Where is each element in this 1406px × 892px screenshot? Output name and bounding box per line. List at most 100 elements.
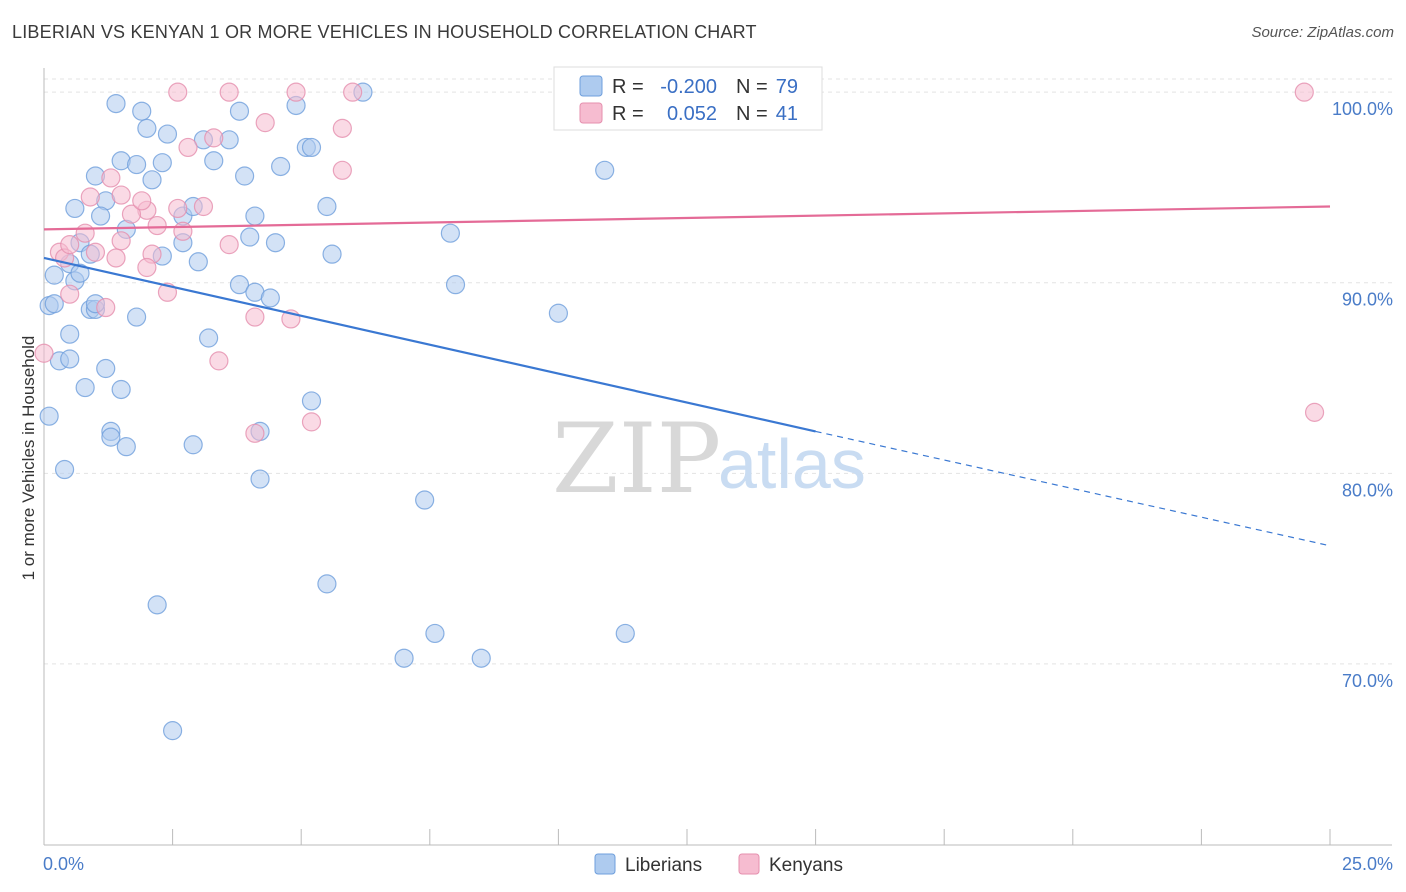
point-liberians-41 xyxy=(260,288,280,308)
point-kenyans-8 xyxy=(204,128,224,148)
point-kenyans-27 xyxy=(137,257,157,278)
point-kenyans-21 xyxy=(111,231,131,251)
point-kenyans-17 xyxy=(121,204,142,224)
point-liberians-15 xyxy=(152,153,172,173)
legend-r-value-1: -0.200 xyxy=(660,76,717,98)
y-tick-labels: 70.0% 80.0% 90.0% 100.0% xyxy=(1332,99,1393,691)
point-liberians-25 xyxy=(245,206,265,226)
point-kenyans-3 xyxy=(343,82,363,102)
point-liberians-50 xyxy=(126,307,147,327)
point-liberians-64 xyxy=(183,435,203,455)
point-liberians-63 xyxy=(116,437,136,457)
legend-n-value-2: 41 xyxy=(776,103,798,125)
point-liberians-57 xyxy=(75,377,95,398)
point-liberians-47 xyxy=(44,294,64,314)
watermark-zip: ZIP xyxy=(552,403,721,515)
y-tick-label-90: 90.0% xyxy=(1342,290,1393,310)
point-liberians-70 xyxy=(147,595,167,615)
series-label-liberians: Liberians xyxy=(625,855,702,876)
point-liberians-21 xyxy=(90,206,111,226)
point-kenyans-20 xyxy=(75,223,95,243)
point-kenyans-0 xyxy=(168,82,188,102)
trend-lines xyxy=(43,205,1331,547)
point-liberians-19 xyxy=(65,198,85,219)
series-swatch-liberians xyxy=(594,853,616,875)
point-kenyans-34 xyxy=(209,351,229,371)
point-liberians-10 xyxy=(301,137,322,158)
y-tick-label-80: 80.0% xyxy=(1342,480,1393,500)
point-liberians-42 xyxy=(440,223,460,243)
point-kenyans-25 xyxy=(106,248,126,268)
point-liberians-6 xyxy=(229,101,250,121)
point-liberians-44 xyxy=(548,303,569,323)
point-liberians-38 xyxy=(70,263,90,283)
point-kenyans-38 xyxy=(85,242,106,262)
source-label: Source: ZipAtlas.com xyxy=(1251,24,1394,41)
point-liberians-31 xyxy=(188,252,208,272)
point-liberians-55 xyxy=(60,349,80,369)
legend-swatch-liberians xyxy=(579,75,603,97)
legend-r-label-1: R = xyxy=(612,76,644,98)
point-liberians-74 xyxy=(471,648,491,668)
series-swatch-kenyans xyxy=(738,853,760,875)
chart-title: LIBERIAN VS KENYAN 1 OR MORE VEHICLES IN… xyxy=(12,22,757,42)
point-kenyans-12 xyxy=(80,187,100,207)
point-kenyans-36 xyxy=(245,423,265,443)
point-liberians-75 xyxy=(163,721,183,741)
point-liberians-17 xyxy=(235,166,255,186)
legend-r-label-2: R = xyxy=(612,103,644,125)
point-liberians-59 xyxy=(301,391,322,411)
y-axis-label: 1 or more Vehicles in Household xyxy=(19,336,38,581)
point-liberians-62 xyxy=(101,427,121,447)
point-kenyans-6 xyxy=(255,113,275,133)
x-tick-label-min: 0.0% xyxy=(43,854,84,874)
point-liberians-3 xyxy=(157,124,178,144)
x-minor-ticks xyxy=(43,829,1331,845)
point-liberians-73 xyxy=(394,648,414,668)
point-kenyans-13 xyxy=(111,185,131,205)
point-liberians-69 xyxy=(317,574,337,594)
point-liberians-71 xyxy=(425,623,445,644)
point-kenyans-11 xyxy=(101,168,121,188)
point-kenyans-39 xyxy=(132,191,152,211)
point-liberians-53 xyxy=(199,328,219,348)
point-liberians-68 xyxy=(415,490,435,510)
point-liberians-39 xyxy=(229,275,250,295)
y-tick-label-100: 100.0% xyxy=(1332,99,1393,119)
point-kenyans-22 xyxy=(219,235,239,255)
point-kenyans-37 xyxy=(1304,402,1325,422)
point-kenyans-9 xyxy=(178,137,198,158)
point-liberians-36 xyxy=(44,265,64,285)
point-liberians-18 xyxy=(271,156,291,177)
point-liberians-72 xyxy=(615,623,635,644)
point-kenyans-35 xyxy=(301,412,322,432)
point-liberians-16 xyxy=(204,151,224,171)
point-kenyans-7 xyxy=(332,118,352,138)
point-kenyans-15 xyxy=(168,198,188,219)
point-kenyans-30 xyxy=(96,297,116,318)
point-kenyans-19 xyxy=(173,221,193,241)
point-liberians-0 xyxy=(106,93,126,114)
point-liberians-43 xyxy=(445,275,466,295)
point-liberians-14 xyxy=(142,170,162,190)
point-kenyans-31 xyxy=(245,307,265,327)
point-kenyans-28 xyxy=(60,284,80,304)
point-kenyans-10 xyxy=(332,160,352,180)
point-liberians-34 xyxy=(322,244,342,264)
point-kenyans-5 xyxy=(1294,82,1314,102)
point-kenyans-16 xyxy=(193,196,214,217)
point-kenyans-40 xyxy=(60,235,80,255)
legend-n-value-1: 79 xyxy=(776,76,798,98)
watermark: ZIP atlas xyxy=(552,403,866,515)
trend-line-kenyans xyxy=(43,205,1331,231)
data-points xyxy=(34,82,1325,741)
legend-swatch-kenyans xyxy=(579,102,603,124)
point-kenyans-18 xyxy=(147,215,167,236)
axes xyxy=(43,68,1392,846)
point-kenyans-2 xyxy=(286,82,306,102)
point-kenyans-33 xyxy=(34,343,54,363)
y-tick-label-70: 70.0% xyxy=(1342,671,1393,691)
point-liberians-32 xyxy=(240,227,260,247)
legend-r-value-2: 0.052 xyxy=(667,103,717,125)
